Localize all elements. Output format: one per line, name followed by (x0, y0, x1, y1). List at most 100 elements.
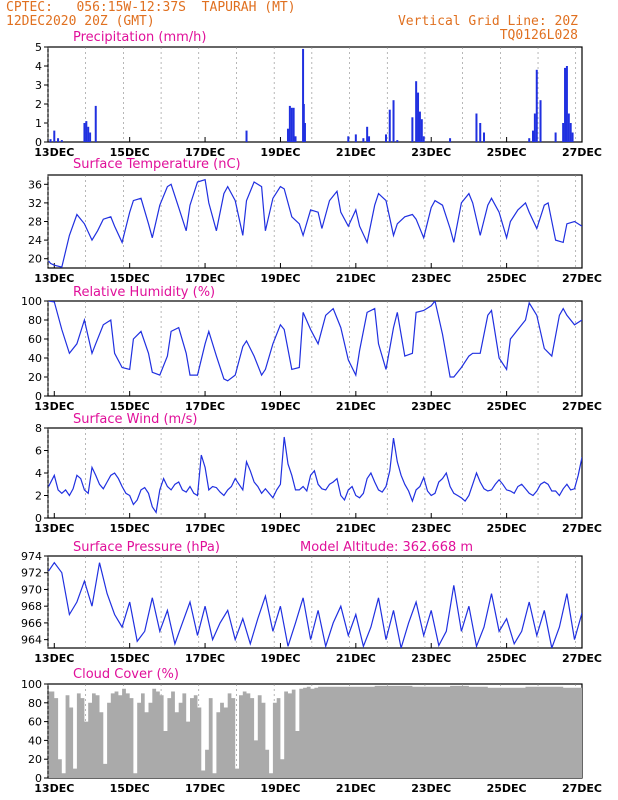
y-tick-label: 100 (21, 295, 42, 308)
precip-bar (53, 130, 56, 142)
precip-bar (482, 132, 485, 142)
precip-bar (57, 138, 60, 142)
precip-bar (388, 109, 391, 142)
y-tick-label: 28 (28, 216, 42, 229)
x-tick-label: 21DEC (336, 652, 376, 665)
x-tick-label: 15DEC (110, 400, 150, 413)
precip-bar (49, 139, 52, 142)
x-tick-label: 17DEC (185, 652, 225, 665)
x-tick-label: 13DEC (34, 652, 74, 665)
precip-bar (94, 105, 97, 142)
x-tick-label: 21DEC (336, 522, 376, 535)
x-tick-label: 25DEC (487, 652, 527, 665)
precip-bar (89, 132, 92, 142)
y-tick-label: 20 (28, 253, 42, 266)
precip-bar (368, 136, 371, 142)
x-tick-label: 15DEC (110, 782, 150, 795)
x-tick-label: 21DEC (336, 272, 376, 285)
y-tick-label: 970 (21, 583, 42, 596)
panel-title: Precipitation (mm/h) (73, 30, 206, 45)
x-tick-label: 27DEC (562, 522, 602, 535)
panel-5: 964 966 968 970 972 974 13DEC 15DEC 17DEC 19DEC 21… (21, 540, 602, 665)
x-tick-label: 21DEC (336, 782, 376, 795)
x-tick-label: 25DEC (487, 272, 527, 285)
y-tick-label: 2 (35, 490, 42, 503)
y-tick-label: 36 (28, 178, 42, 191)
panel-title: Surface Pressure (hPa) (73, 540, 220, 555)
y-tick-label: 968 (21, 600, 42, 613)
y-tick-label: 0 (35, 512, 42, 525)
precip-bar (571, 132, 574, 142)
x-tick-label: 23DEC (411, 400, 451, 413)
precip-bar (245, 130, 248, 142)
precip-bar (564, 67, 567, 142)
y-tick-label: 80 (28, 314, 42, 327)
x-tick-label: 27DEC (562, 400, 602, 413)
precip-bar (479, 123, 482, 142)
x-tick-label: 17DEC (185, 146, 225, 159)
precip-bar (565, 66, 568, 142)
y-tick-label: 100 (21, 678, 42, 691)
precip-bar (292, 107, 295, 142)
precip-bar (286, 128, 289, 142)
panel-title: Surface Temperature (nC) (73, 157, 241, 172)
x-tick-label: 27DEC (562, 652, 602, 665)
x-tick-label: 19DEC (260, 272, 300, 285)
panel-1: 0 1 2 3 4 5 13DEC 15DEC 17DEC 19DEC 21DEC 23DEC 25DE… (34, 30, 602, 159)
y-tick-label: 2 (35, 98, 42, 111)
y-tick-label: 6 (35, 445, 42, 458)
precip-bar (533, 113, 536, 142)
panel-title: Relative Humidity (%) (73, 285, 215, 300)
y-tick-label: 24 (28, 234, 42, 247)
precip-bar (392, 100, 395, 142)
x-tick-label: 27DEC (562, 782, 602, 795)
x-tick-label: 23DEC (411, 522, 451, 535)
x-tick-label: 19DEC (260, 522, 300, 535)
y-tick-label: 40 (28, 734, 42, 747)
x-tick-label: 17DEC (185, 522, 225, 535)
header-date: 12DEC2020 20Z (GMT) (6, 14, 155, 29)
x-tick-label: 13DEC (34, 400, 74, 413)
x-tick-label: 15DEC (110, 146, 150, 159)
x-tick-label: 25DEC (487, 146, 527, 159)
precip-bar (531, 130, 534, 142)
x-tick-label: 25DEC (487, 782, 527, 795)
panel-2: 20 24 28 32 36 13DEC 15DEC 17DEC 19DEC 21DEC 23DEC… (28, 157, 602, 285)
x-tick-label: 23DEC (411, 782, 451, 795)
precip-bar (449, 138, 452, 142)
precip-bar (569, 123, 572, 142)
x-tick-label: 13DEC (34, 272, 74, 285)
x-tick-label: 23DEC (411, 272, 451, 285)
y-tick-label: 0 (35, 772, 42, 785)
x-tick-label: 21DEC (336, 146, 376, 159)
precip-bar (294, 136, 297, 142)
x-tick-label: 19DEC (260, 146, 300, 159)
y-tick-label: 80 (28, 697, 42, 710)
precip-bar (554, 132, 557, 142)
panel-annotation: Model Altitude: 362.668 m (300, 540, 473, 555)
x-tick-label: 15DEC (110, 652, 150, 665)
precip-bar (384, 134, 387, 142)
y-tick-label: 60 (28, 333, 42, 346)
cloud-area (48, 685, 582, 778)
panel-data (48, 685, 582, 778)
panel-frame (47, 46, 583, 143)
x-tick-label: 21DEC (336, 400, 376, 413)
header-grid-line: Vertical Grid Line: 20Z (397, 14, 578, 29)
precip-bar (418, 111, 421, 142)
y-tick-label: 4 (35, 467, 42, 480)
precip-bar (83, 123, 86, 142)
y-tick-label: 32 (28, 197, 42, 210)
y-tick-label: 0 (35, 390, 42, 403)
precip-bar (528, 138, 531, 142)
panel-data (48, 178, 582, 268)
x-tick-label: 17DEC (185, 400, 225, 413)
precip-bar (420, 119, 423, 142)
precip-bar (60, 140, 63, 142)
x-tick-label: 19DEC (260, 652, 300, 665)
x-tick-label: 27DEC (562, 146, 602, 159)
x-tick-label: 19DEC (260, 400, 300, 413)
precip-bar (303, 123, 306, 142)
series-line (48, 561, 582, 648)
